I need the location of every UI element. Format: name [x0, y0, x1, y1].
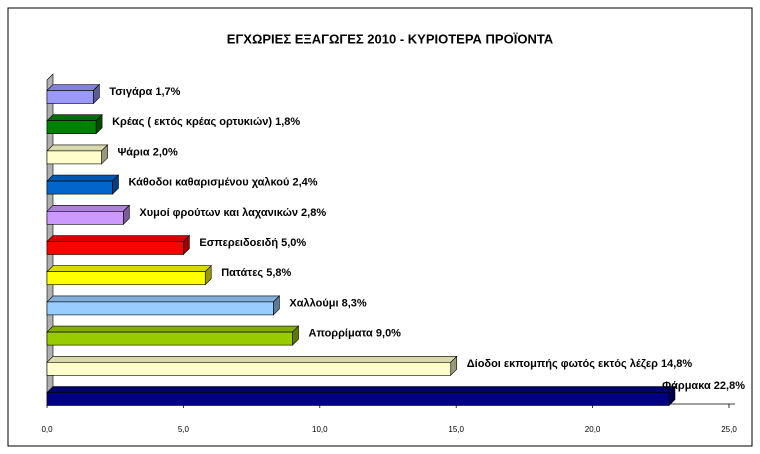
value-label: 8,3% [342, 297, 367, 309]
bar [46, 361, 452, 376]
bar [46, 392, 670, 406]
bar-top [46, 144, 109, 152]
bar [46, 180, 113, 195]
bar [46, 271, 206, 286]
value-label: 1,7% [155, 86, 180, 98]
bar [46, 241, 184, 255]
data-label: Απορρίματα 9,0% [309, 328, 402, 340]
category-label: Δίοδοι εκπομπής φωτός εκτός λέζερ [467, 358, 658, 370]
x-tick-label: 10,0 [312, 425, 328, 434]
chart-title: ΕΓΧΩΡΙΕΣ ΕΞΑΓΩΓΕΣ 2010 - ΚΥΡΙΟΤΕΡΑ ΠΡΟΪΟ… [227, 31, 554, 46]
bar [46, 211, 124, 225]
chart-frame [7, 7, 753, 447]
category-label: Ψάρια [118, 146, 150, 158]
bar [46, 331, 293, 346]
data-label: Χυμοί φρούτων και λαχανικών 2,8% [139, 207, 326, 219]
category-label: Τσιγάρα [109, 86, 152, 98]
value-label: 5,0% [281, 237, 306, 249]
value-label: 22,8% [714, 380, 745, 392]
bar-top [46, 235, 191, 242]
bar-top [46, 174, 120, 182]
category-label: Κάθοδοι καθαρισμένου χαλκού [128, 177, 289, 189]
x-tick-label: 5,0 [178, 425, 190, 434]
bar-top [46, 114, 103, 121]
category-label: Κρέας ( εκτός κρέας ορτυκιών) [112, 116, 272, 128]
data-label: Τσιγάρα 1,7% [109, 86, 180, 98]
x-tick-label: 0,0 [41, 425, 53, 434]
data-label: Ψάρια 2,0% [118, 146, 178, 158]
data-label: Κάθοδοι καθαρισμένου χαλκού 2,4% [128, 177, 317, 189]
x-tick-label: 15,0 [448, 425, 464, 434]
value-label: 2,0% [153, 146, 178, 158]
value-label: 2,8% [301, 207, 326, 219]
bar-top [46, 265, 212, 273]
data-label: Πατάτες 5,8% [221, 267, 291, 279]
category-label: Εσπερειδοειδή [199, 237, 278, 249]
value-label: 14,8% [661, 358, 692, 370]
bar-top [46, 386, 676, 393]
x-tick-label: 20,0 [585, 425, 601, 434]
bar-top [46, 205, 131, 212]
bar [46, 150, 102, 165]
data-label: Χαλλούμι 8,3% [289, 297, 366, 309]
bar-top [46, 84, 101, 91]
bar [46, 120, 97, 134]
bar-top [46, 355, 458, 363]
value-label: 9,0% [376, 328, 401, 340]
data-label: Εσπερειδοειδή 5,0% [199, 237, 306, 249]
category-label: Φάρμακα [662, 380, 711, 392]
value-label: 1,8% [275, 116, 300, 128]
value-label: 5,8% [266, 267, 291, 279]
category-label: Χυμοί φρούτων και λαχανικών [139, 207, 298, 219]
x-tick-label: 25,0 [721, 425, 737, 434]
bar-top [46, 325, 300, 333]
category-label: Πατάτες [221, 267, 263, 279]
bar-top [46, 295, 281, 303]
data-label: Δίοδοι εκπομπής φωτός εκτός λέζερ 14,8% [467, 358, 693, 370]
bar [46, 301, 274, 316]
data-label: Κρέας ( εκτός κρέας ορτυκιών) 1,8% [112, 116, 300, 128]
category-label: Χαλλούμι [289, 297, 338, 309]
category-label: Απορρίματα [309, 328, 374, 340]
data-label: Φάρμακα 22,8% [662, 380, 745, 392]
value-label: 2,4% [292, 177, 317, 189]
bar [46, 90, 94, 104]
